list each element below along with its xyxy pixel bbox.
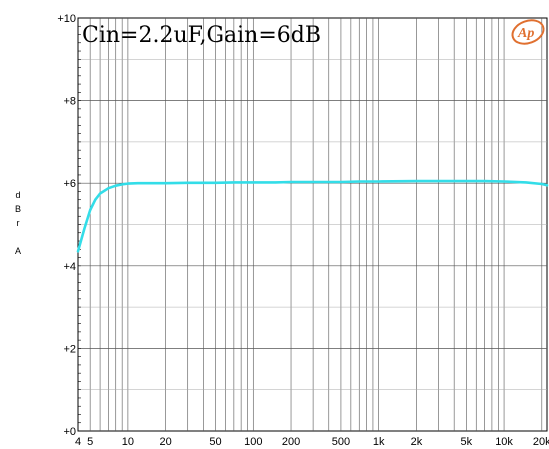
ap-logo: Ap: [511, 19, 545, 45]
y-tick-label: +2: [63, 343, 76, 355]
y-tick-label: +6: [63, 178, 76, 190]
y-tick-label: +0: [63, 426, 76, 438]
y-axis-label-char: d: [15, 190, 20, 200]
y-tick-label: +10: [57, 13, 76, 25]
x-tick-label: 4: [75, 436, 81, 448]
x-tick-label: 200: [282, 436, 300, 448]
ap-logo-text: Ap: [517, 26, 534, 41]
y-axis-label-char: r: [17, 218, 20, 228]
x-tick-label: 5: [87, 436, 93, 448]
y-axis-label-char: B: [15, 204, 21, 214]
series-group: [76, 179, 549, 253]
y-axis-label: dBr A: [15, 190, 21, 256]
chart-title: Cin=2.2uF,Gain=6dB: [82, 23, 321, 48]
x-tick-labels: 4 5 10 20 50 100 200 500 1k 2k 5k 10k 20k: [75, 436, 549, 448]
x-tick-label: 20k: [533, 436, 549, 448]
y-tick-label: +4: [63, 261, 76, 273]
x-tick-label: 5k: [461, 436, 473, 448]
y-tick-labels: +0 +2 +4 +6 +8 +10: [57, 13, 76, 438]
grid: [78, 17, 547, 432]
x-tick-label: 20: [160, 436, 172, 448]
x-tick-label: 50: [209, 436, 221, 448]
series-line: [76, 179, 549, 253]
x-tick-label: 1k: [373, 436, 385, 448]
x-tick-label: 100: [244, 436, 262, 448]
x-tick-label: 500: [332, 436, 350, 448]
y-axis-label-char: A: [15, 246, 21, 256]
x-tick-label: 2k: [411, 436, 423, 448]
x-tick-label: 10: [122, 436, 134, 448]
y-tick-label: +8: [63, 96, 76, 108]
x-tick-label: 10k: [495, 436, 513, 448]
